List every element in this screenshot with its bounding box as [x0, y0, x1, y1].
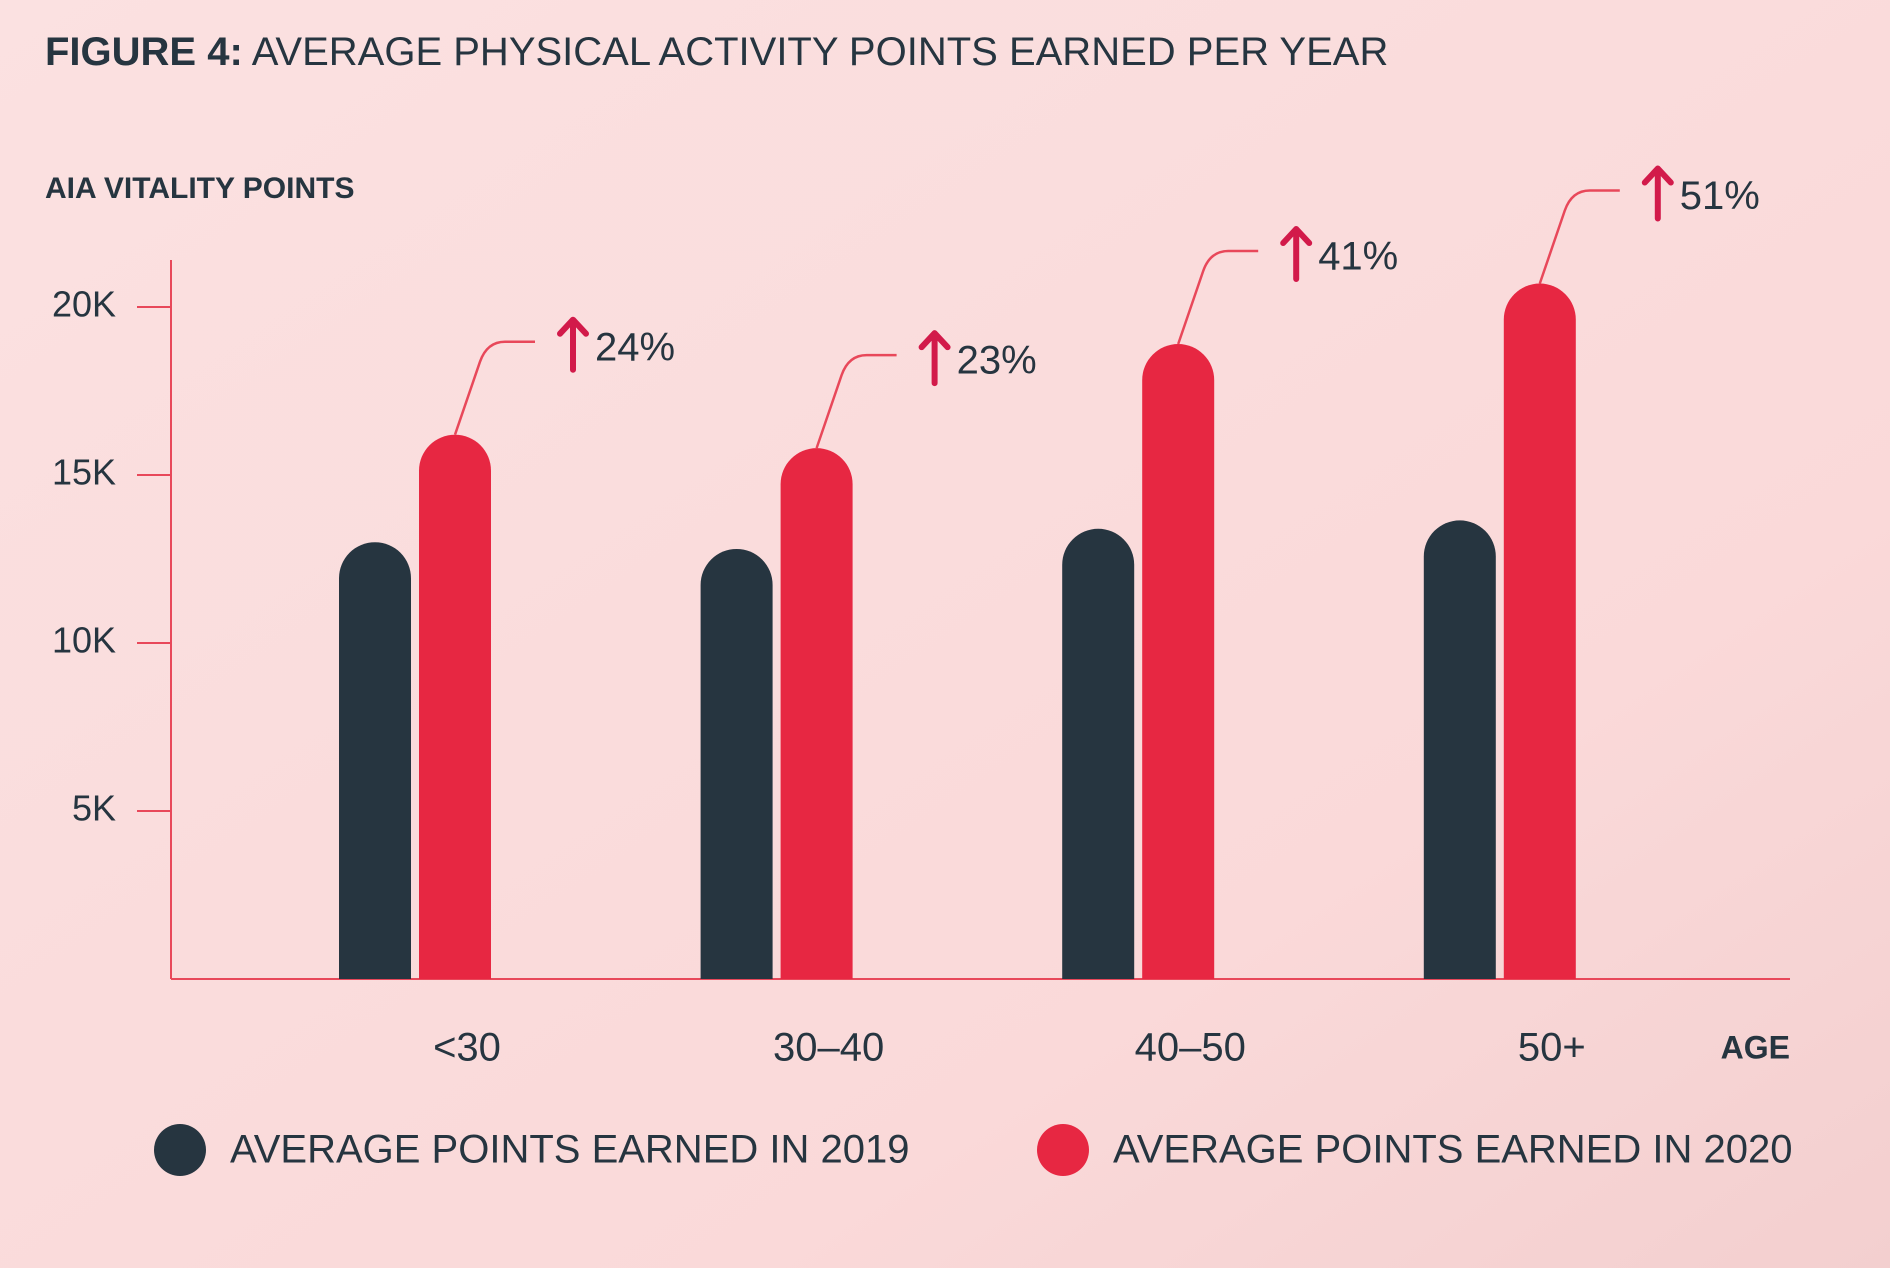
y-tick-label: 20K — [52, 284, 116, 325]
bar — [1062, 528, 1135, 979]
x-tick-label: 40–50 — [1135, 1026, 1246, 1070]
annotation-leader — [815, 353, 897, 449]
up-arrow — [557, 316, 589, 373]
bar — [1142, 344, 1215, 979]
title-text: AVERAGE PHYSICAL ACTIVITY POINTS EARNED … — [252, 30, 1389, 74]
y-axis-label: AIA VITALITY POINTS — [45, 172, 354, 205]
x-tick-label: 30–40 — [773, 1026, 884, 1070]
annotation: 24% — [595, 325, 675, 369]
bar — [339, 542, 411, 979]
up-arrow — [1280, 225, 1313, 282]
bar — [419, 434, 491, 979]
up-arrow — [1641, 165, 1674, 222]
legend-swatch — [1037, 1124, 1089, 1176]
figure-label: FIGURE 4: — [45, 30, 243, 74]
up-arrow — [918, 330, 951, 387]
y-tick-label: 10K — [52, 620, 116, 661]
annotation-leader — [453, 340, 535, 436]
y-tick-label: 15K — [52, 452, 116, 493]
legend-swatch — [154, 1124, 206, 1176]
legend-label: AVERAGE POINTS EARNED IN 2019 — [230, 1128, 909, 1172]
annotation-leader — [1538, 189, 1620, 284]
annotation: 23% — [957, 339, 1037, 383]
bar — [1503, 283, 1576, 979]
chart-title: FIGURE 4: AVERAGE PHYSICAL ACTIVITY POIN… — [45, 30, 1388, 74]
annotation-leader — [1177, 249, 1259, 345]
x-tick-label: 50+ — [1518, 1026, 1586, 1070]
x-tick-label: <30 — [433, 1026, 501, 1070]
legend-label: AVERAGE POINTS EARNED IN 2020 — [1113, 1128, 1792, 1172]
bar — [780, 448, 853, 979]
bar — [1423, 520, 1496, 979]
x-axis-label: AGE — [1721, 1029, 1790, 1065]
y-tick-label: 5K — [72, 788, 116, 829]
annotation: 51% — [1680, 174, 1760, 218]
bar — [700, 548, 773, 979]
annotation: 41% — [1318, 235, 1398, 279]
